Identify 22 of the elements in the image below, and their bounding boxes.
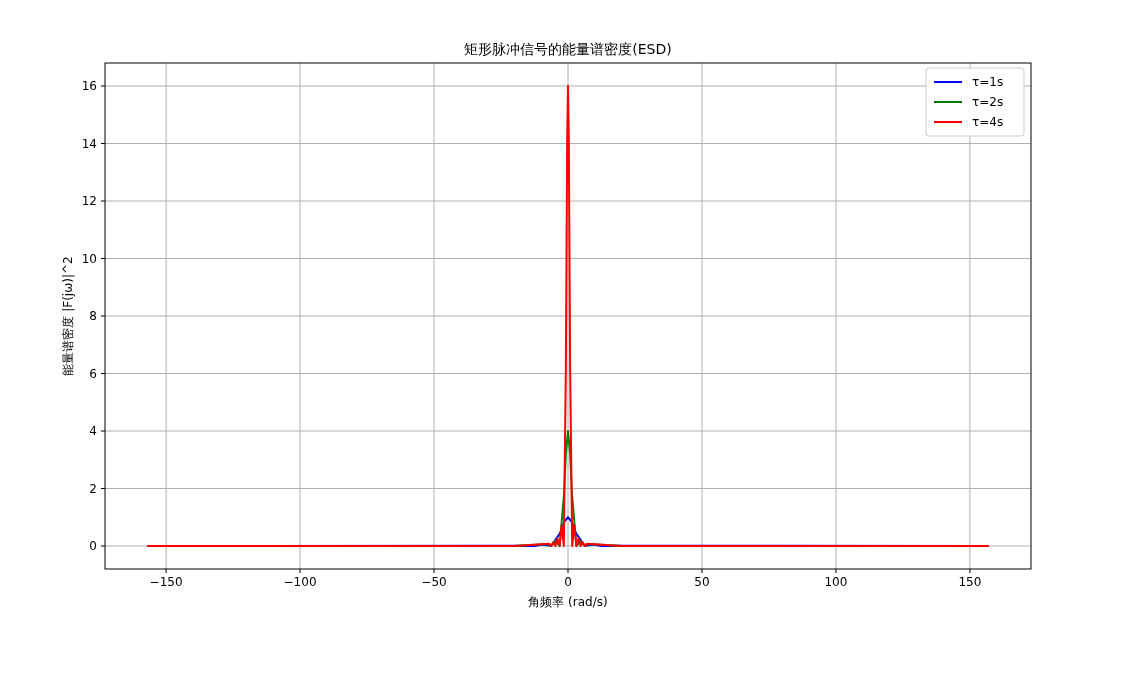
x-tick-label: 0 xyxy=(564,575,572,589)
x-tick-label: −100 xyxy=(283,575,317,589)
y-axis-title: 能量谱密度 |F(jω)|^2 xyxy=(61,256,75,376)
x-tick-label: 150 xyxy=(958,575,982,589)
legend-label: τ=2s xyxy=(972,95,1004,109)
legend-label: τ=4s xyxy=(972,115,1004,129)
x-tick-label: −150 xyxy=(149,575,183,589)
x-tick-label: −50 xyxy=(421,575,447,589)
y-tick-label: 12 xyxy=(81,194,97,208)
y-tick-label: 8 xyxy=(89,309,97,323)
chart-title: 矩形脉冲信号的能量谱密度(ESD) xyxy=(464,41,672,57)
y-tick-label: 4 xyxy=(89,424,97,438)
y-tick-label: 6 xyxy=(89,366,97,381)
x-tick-label: 50 xyxy=(694,575,710,589)
y-tick-label: 0 xyxy=(89,539,97,553)
y-tick-label: 10 xyxy=(81,251,97,266)
x-tick-label: 100 xyxy=(824,575,848,589)
y-tick-label: 2 xyxy=(89,481,97,496)
legend-label: τ=1s xyxy=(972,75,1004,89)
x-axis-title: 角频率 (rad/s) xyxy=(528,595,608,609)
y-tick-label: 16 xyxy=(81,79,97,93)
y-tick-label: 14 xyxy=(81,136,97,151)
